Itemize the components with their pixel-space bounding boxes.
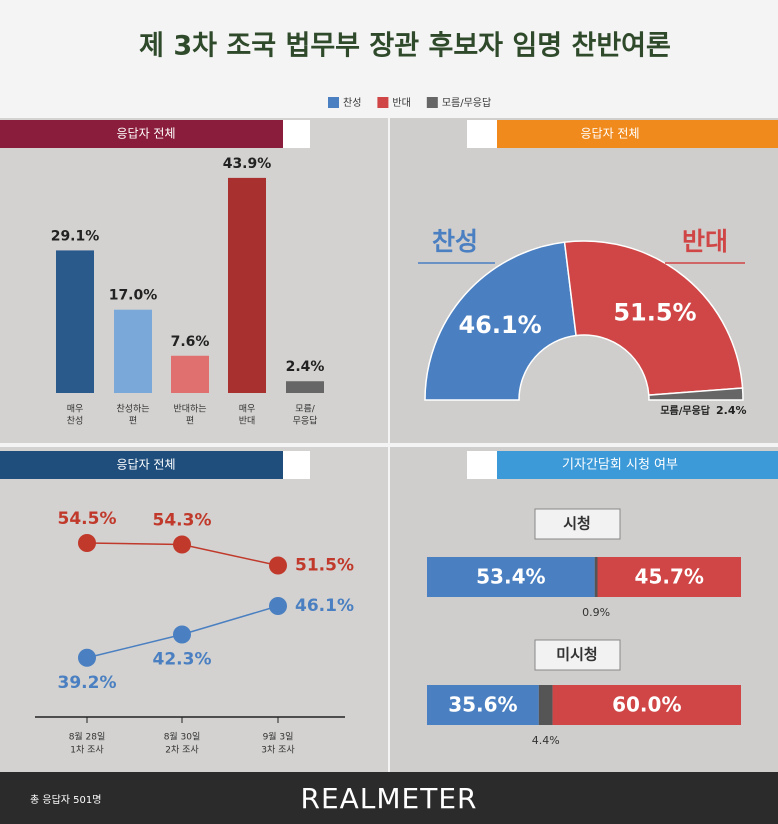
bar-segment <box>538 685 553 725</box>
bar-segment <box>594 557 598 597</box>
x-tick-label: 매우 <box>239 404 256 415</box>
bar <box>171 355 209 393</box>
panel-title: 응답자 전체 <box>116 127 175 141</box>
value-label: 42.3% <box>153 650 212 670</box>
value-label: 51.5% <box>613 298 696 326</box>
value-label: 45.7% <box>635 565 704 589</box>
panel-header <box>0 120 310 148</box>
value-label: 2.4% <box>286 359 325 375</box>
footer-bar <box>0 772 778 824</box>
x-tick-label: 2차 조사 <box>165 744 199 756</box>
panel-title: 응답자 전체 <box>580 127 639 141</box>
legend-swatch <box>328 97 339 108</box>
x-tick-label: 모름/ <box>295 404 316 415</box>
panel-title: 기자간담회 시청 여부 <box>562 458 678 473</box>
header-square <box>283 451 310 479</box>
panel <box>0 447 388 772</box>
bar-segment <box>552 685 741 725</box>
legend-label: 반대 <box>392 97 410 109</box>
bar <box>56 250 94 393</box>
x-tick-label: 무응답 <box>293 415 318 427</box>
point <box>173 535 191 554</box>
point <box>78 648 96 667</box>
pie-slice <box>424 241 577 401</box>
x-tick-label: 9월 3일 <box>263 731 294 743</box>
header-square <box>467 120 497 148</box>
value-label: 0.9% <box>582 606 610 619</box>
value-label: 35.6% <box>448 693 517 717</box>
point <box>269 556 287 575</box>
legend-label: 모름/무응답 <box>442 97 491 109</box>
header-square <box>283 120 310 148</box>
bar <box>114 309 152 393</box>
value-label: 4.4% <box>532 734 560 747</box>
header-square <box>467 451 497 479</box>
point <box>173 625 191 644</box>
value-label: 17.0% <box>109 288 158 304</box>
bar-segment <box>597 557 741 597</box>
category-box <box>534 508 621 540</box>
category-label: 미시청 <box>556 646 597 664</box>
pie-slice <box>563 240 744 396</box>
value-label: 60.0% <box>612 693 681 717</box>
value-label: 54.5% <box>58 509 117 529</box>
value-label: 46.1% <box>295 596 354 616</box>
x-tick-label: 찬성 <box>67 416 84 427</box>
point <box>78 534 96 552</box>
x-tick-label: 8월 30일 <box>164 731 201 743</box>
x-tick-label: 1차 조사 <box>70 744 104 756</box>
value-label: 53.4% <box>476 565 545 589</box>
legend-swatch <box>426 97 438 108</box>
panel-header <box>0 451 310 479</box>
panel-header <box>467 120 778 148</box>
legend-label: 찬성 <box>343 97 361 109</box>
value-label: 54.3% <box>153 511 212 531</box>
x-tick-label: 반대하는 <box>173 404 206 415</box>
value-label: 43.9% <box>223 156 272 172</box>
category-label: 찬성 <box>432 227 478 256</box>
x-tick-label: 8월 28일 <box>69 731 106 743</box>
panel-title: 응답자 전체 <box>116 458 175 472</box>
brand: REALMETER <box>301 782 478 815</box>
value-label: 2.4% <box>716 404 747 417</box>
x-tick-label: 편 <box>186 415 194 427</box>
point <box>269 597 287 615</box>
bar <box>228 177 266 393</box>
pie-slice <box>648 387 744 401</box>
category-label: 모름/무응답 <box>660 405 710 417</box>
x-tick-label: 3차 조사 <box>261 744 295 756</box>
x-tick-label: 반대 <box>239 416 256 427</box>
category-box <box>534 639 621 671</box>
value-label: 46.1% <box>458 311 541 339</box>
value-label: 39.2% <box>58 673 117 693</box>
value-label: 29.1% <box>51 228 100 244</box>
value-label: 51.5% <box>295 556 354 576</box>
bar <box>286 381 324 393</box>
bar-segment <box>427 685 539 725</box>
title: 제 3차 조국 법무부 장관 후보자 임명 찬반여론 <box>139 31 671 62</box>
category-label: 반대 <box>682 227 728 256</box>
x-tick-label: 편 <box>129 415 137 427</box>
category-label: 시청 <box>563 515 591 533</box>
bar-segment <box>427 557 595 597</box>
value-label: 7.6% <box>171 334 210 350</box>
x-tick-label: 찬성하는 <box>116 404 149 415</box>
footer-note: 총 응답자 501명 <box>30 794 101 806</box>
panel-header <box>467 451 778 479</box>
legend-swatch <box>377 97 389 108</box>
x-tick-label: 매우 <box>67 404 84 415</box>
